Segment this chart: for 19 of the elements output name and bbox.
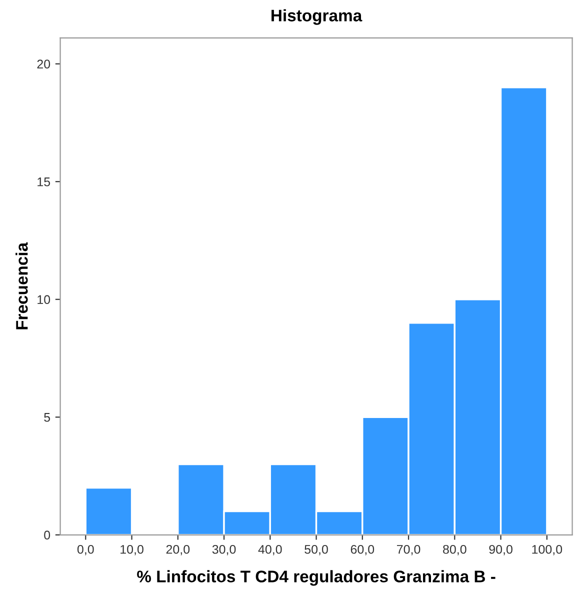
chart-title: Histograma: [272, 9, 362, 25]
x-axis-title: % Linfocitos T CD4 reguladores Granzima B -: [137, 570, 496, 586]
y-tick-label: 20: [37, 60, 50, 69]
x-tick-label: 10,0: [120, 544, 144, 556]
y-tick-label: 0: [44, 530, 50, 540]
y-tick-label: 15: [38, 178, 50, 186]
x-tick-label: 100,0: [532, 544, 562, 556]
x-tick-label: 0,0: [77, 544, 94, 556]
x-tick-label: 40,0: [258, 544, 282, 556]
x-tick-label: 30,0: [212, 544, 236, 556]
x-tick-label: 20,0: [166, 544, 190, 556]
y-tick-label: 10: [38, 295, 50, 304]
y-axis-title: Frecuencia: [16, 242, 28, 330]
x-tick-label: 90,0: [489, 544, 512, 556]
x-tick-label: 60,0: [350, 544, 374, 556]
x-tick-label: 80,0: [443, 544, 466, 556]
x-tick-label: 50,0: [304, 544, 328, 556]
y-tick-label: 5: [44, 413, 50, 422]
x-tick-label: 70,0: [397, 544, 420, 556]
